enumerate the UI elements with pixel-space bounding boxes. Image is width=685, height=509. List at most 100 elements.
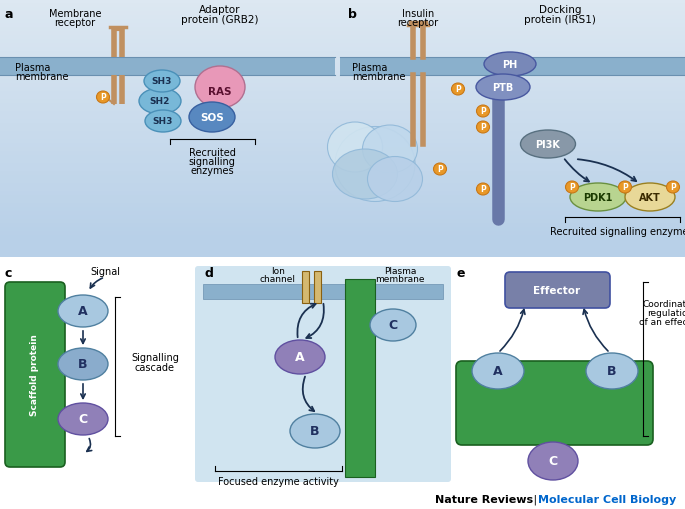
Text: Recruited signalling enzymes: Recruited signalling enzymes [550,227,685,237]
Text: P: P [480,185,486,194]
Bar [0,204,685,208]
Bar [340,58,685,76]
Bar [0,92,685,96]
Ellipse shape [58,348,108,380]
Text: Insulin: Insulin [402,9,434,19]
Ellipse shape [139,89,181,115]
Bar [203,285,443,299]
Text: Molecular Cell Biology: Molecular Cell Biology [538,494,676,504]
Text: e: e [457,267,466,279]
Ellipse shape [367,157,423,202]
Text: protein (GRB2): protein (GRB2) [182,15,259,25]
Text: membrane: membrane [375,275,425,284]
Ellipse shape [528,442,578,480]
Bar [0,176,685,180]
Ellipse shape [451,84,464,96]
Bar [0,195,685,200]
Text: a: a [5,8,14,21]
Bar [0,8,685,12]
Bar [0,36,685,40]
Ellipse shape [472,353,524,389]
Text: Ion: Ion [271,267,285,276]
Bar [0,152,685,156]
Text: receptor: receptor [54,18,96,28]
Bar [0,236,685,240]
Bar [0,116,685,120]
Bar [0,140,685,144]
Text: P: P [569,183,575,192]
Text: protein (IRS1): protein (IRS1) [524,15,596,25]
Ellipse shape [570,184,626,212]
FancyBboxPatch shape [5,282,65,467]
Text: A: A [78,305,88,318]
Bar [0,136,685,140]
Text: membrane: membrane [15,72,68,82]
Bar [0,84,685,88]
Ellipse shape [619,182,632,193]
Text: P: P [100,93,106,102]
Bar [0,32,685,36]
Text: PTB: PTB [493,83,514,93]
Ellipse shape [484,53,536,77]
Bar [0,68,685,72]
Bar [0,219,685,223]
Text: RAS: RAS [208,87,232,97]
Ellipse shape [332,150,397,200]
Text: P: P [455,86,461,94]
Bar [0,96,685,100]
Bar [0,80,685,84]
Bar [0,100,685,104]
Bar [0,108,685,112]
Text: Signalling: Signalling [131,352,179,362]
Ellipse shape [275,341,325,374]
Text: C: C [549,455,558,468]
Bar [0,164,685,167]
Bar [0,223,685,228]
Bar [0,104,685,108]
Bar [0,232,685,236]
Ellipse shape [189,103,235,133]
Bar [0,24,685,28]
Text: P: P [480,107,486,116]
Text: B: B [310,425,320,438]
Text: B: B [607,365,616,378]
Text: B: B [78,358,88,371]
Bar [0,40,685,44]
Bar [0,128,685,132]
Text: SH3: SH3 [152,77,172,87]
Bar [302,271,309,303]
Bar [314,271,321,303]
Bar [0,28,685,32]
Text: PI3K: PI3K [536,140,560,150]
Bar [0,167,685,172]
Text: receptor: receptor [397,18,438,28]
Bar [0,20,685,24]
Text: |: | [530,494,540,504]
Bar [0,144,685,148]
Text: Nature Reviews: Nature Reviews [435,494,533,504]
Text: P: P [622,183,628,192]
Text: SH3: SH3 [153,117,173,126]
Bar [0,56,685,60]
Text: Scaffold protein: Scaffold protein [31,333,40,415]
Bar [0,88,685,92]
Bar [0,0,685,4]
Ellipse shape [335,127,415,202]
Bar [0,76,685,80]
Text: channel: channel [260,275,296,284]
Text: Signal: Signal [90,267,120,276]
Bar [0,200,685,204]
Bar [0,156,685,160]
Text: Adaptor: Adaptor [199,5,240,15]
Bar [0,48,685,52]
Ellipse shape [476,75,530,101]
Text: AKT: AKT [639,192,661,203]
Bar [0,4,685,8]
Bar [0,228,685,232]
Text: A: A [295,351,305,364]
Text: P: P [480,123,486,132]
Ellipse shape [566,182,579,193]
FancyBboxPatch shape [505,272,610,308]
Bar [0,172,685,176]
Ellipse shape [97,92,110,104]
